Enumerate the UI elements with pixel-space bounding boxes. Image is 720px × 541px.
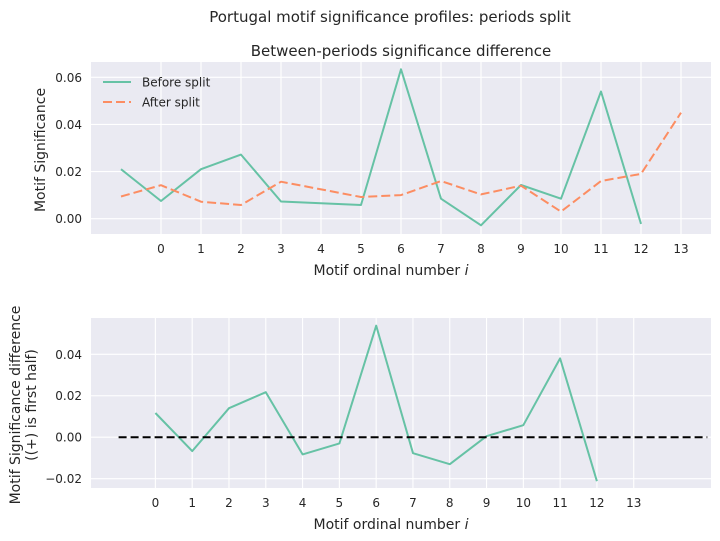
y-tick-label: 0.02: [55, 389, 82, 403]
x-tick-label: 2: [225, 496, 233, 510]
y-axis-label: Motif Significance: [33, 88, 49, 212]
y-tick-label: 0.00: [55, 431, 82, 445]
x-tick-label: 12: [589, 496, 604, 510]
x-axis-label: Motif ordinal number i: [313, 517, 468, 533]
x-tick-label: 0: [152, 496, 160, 510]
x-tick-label: 2: [237, 242, 245, 256]
x-tick-label: 11: [552, 496, 567, 510]
x-tick-label: 10: [553, 242, 568, 256]
top-chart-panel: 0 1 2 3 4 5 6 7 8 9 10 11 12 130.000.020.040.06Betwee…: [33, 42, 711, 279]
x-tick-label: 10: [516, 496, 531, 510]
y-tick-label: 0.02: [55, 165, 82, 179]
x-tick-label: 0: [157, 242, 165, 256]
x-tick-label: 8: [446, 496, 454, 510]
plot-area: [91, 318, 711, 488]
y-tick-label: 0.04: [55, 348, 82, 362]
x-tick-label: 11: [593, 242, 608, 256]
y-tick-label: 0.06: [55, 71, 82, 85]
legend-label-after-split: After split: [142, 96, 200, 110]
x-tick-label: 7: [437, 242, 445, 256]
y-tick-label: −0.02: [45, 472, 82, 486]
series-line-before-split: [120, 68, 642, 227]
x-tick-label: 5: [336, 496, 344, 510]
x-tick-label: 5: [357, 242, 365, 256]
x-tick-label: 3: [262, 496, 270, 510]
x-tick-label: 9: [483, 496, 491, 510]
y-tick-label: 0.04: [55, 118, 82, 132]
x-tick-label: 12: [633, 242, 648, 256]
x-tick-label: 6: [372, 496, 380, 510]
difference-line: [154, 324, 598, 482]
series-line-after-split: [120, 112, 682, 213]
y-axis-label: Motif Significance difference((+) is fir…: [8, 306, 40, 505]
x-tick-label: 3: [277, 242, 285, 256]
x-tick-label: 4: [299, 496, 307, 510]
panel-title: Between-periods significance difference: [251, 42, 552, 60]
x-tick-label: 13: [626, 496, 641, 510]
figure-suptitle: Portugal motif significance profiles: pe…: [209, 8, 571, 26]
x-tick-label: 9: [517, 242, 525, 256]
x-tick-label: 4: [317, 242, 325, 256]
x-tick-label: 7: [409, 496, 417, 510]
x-tick-label: 8: [477, 242, 485, 256]
x-tick-label: 1: [188, 496, 196, 510]
bottom-chart-panel: 0 1 2 3 4 5 6 7 8 9 10 11 12 13−0.020.000.020.04Motif…: [8, 306, 711, 533]
y-tick-label: 0.00: [55, 212, 82, 226]
legend-label-before-split: Before split: [142, 76, 211, 90]
x-tick-label: 1: [197, 242, 205, 256]
x-axis-label: Motif ordinal number i: [313, 263, 468, 279]
x-tick-label: 13: [673, 242, 688, 256]
x-tick-label: 6: [397, 242, 405, 256]
